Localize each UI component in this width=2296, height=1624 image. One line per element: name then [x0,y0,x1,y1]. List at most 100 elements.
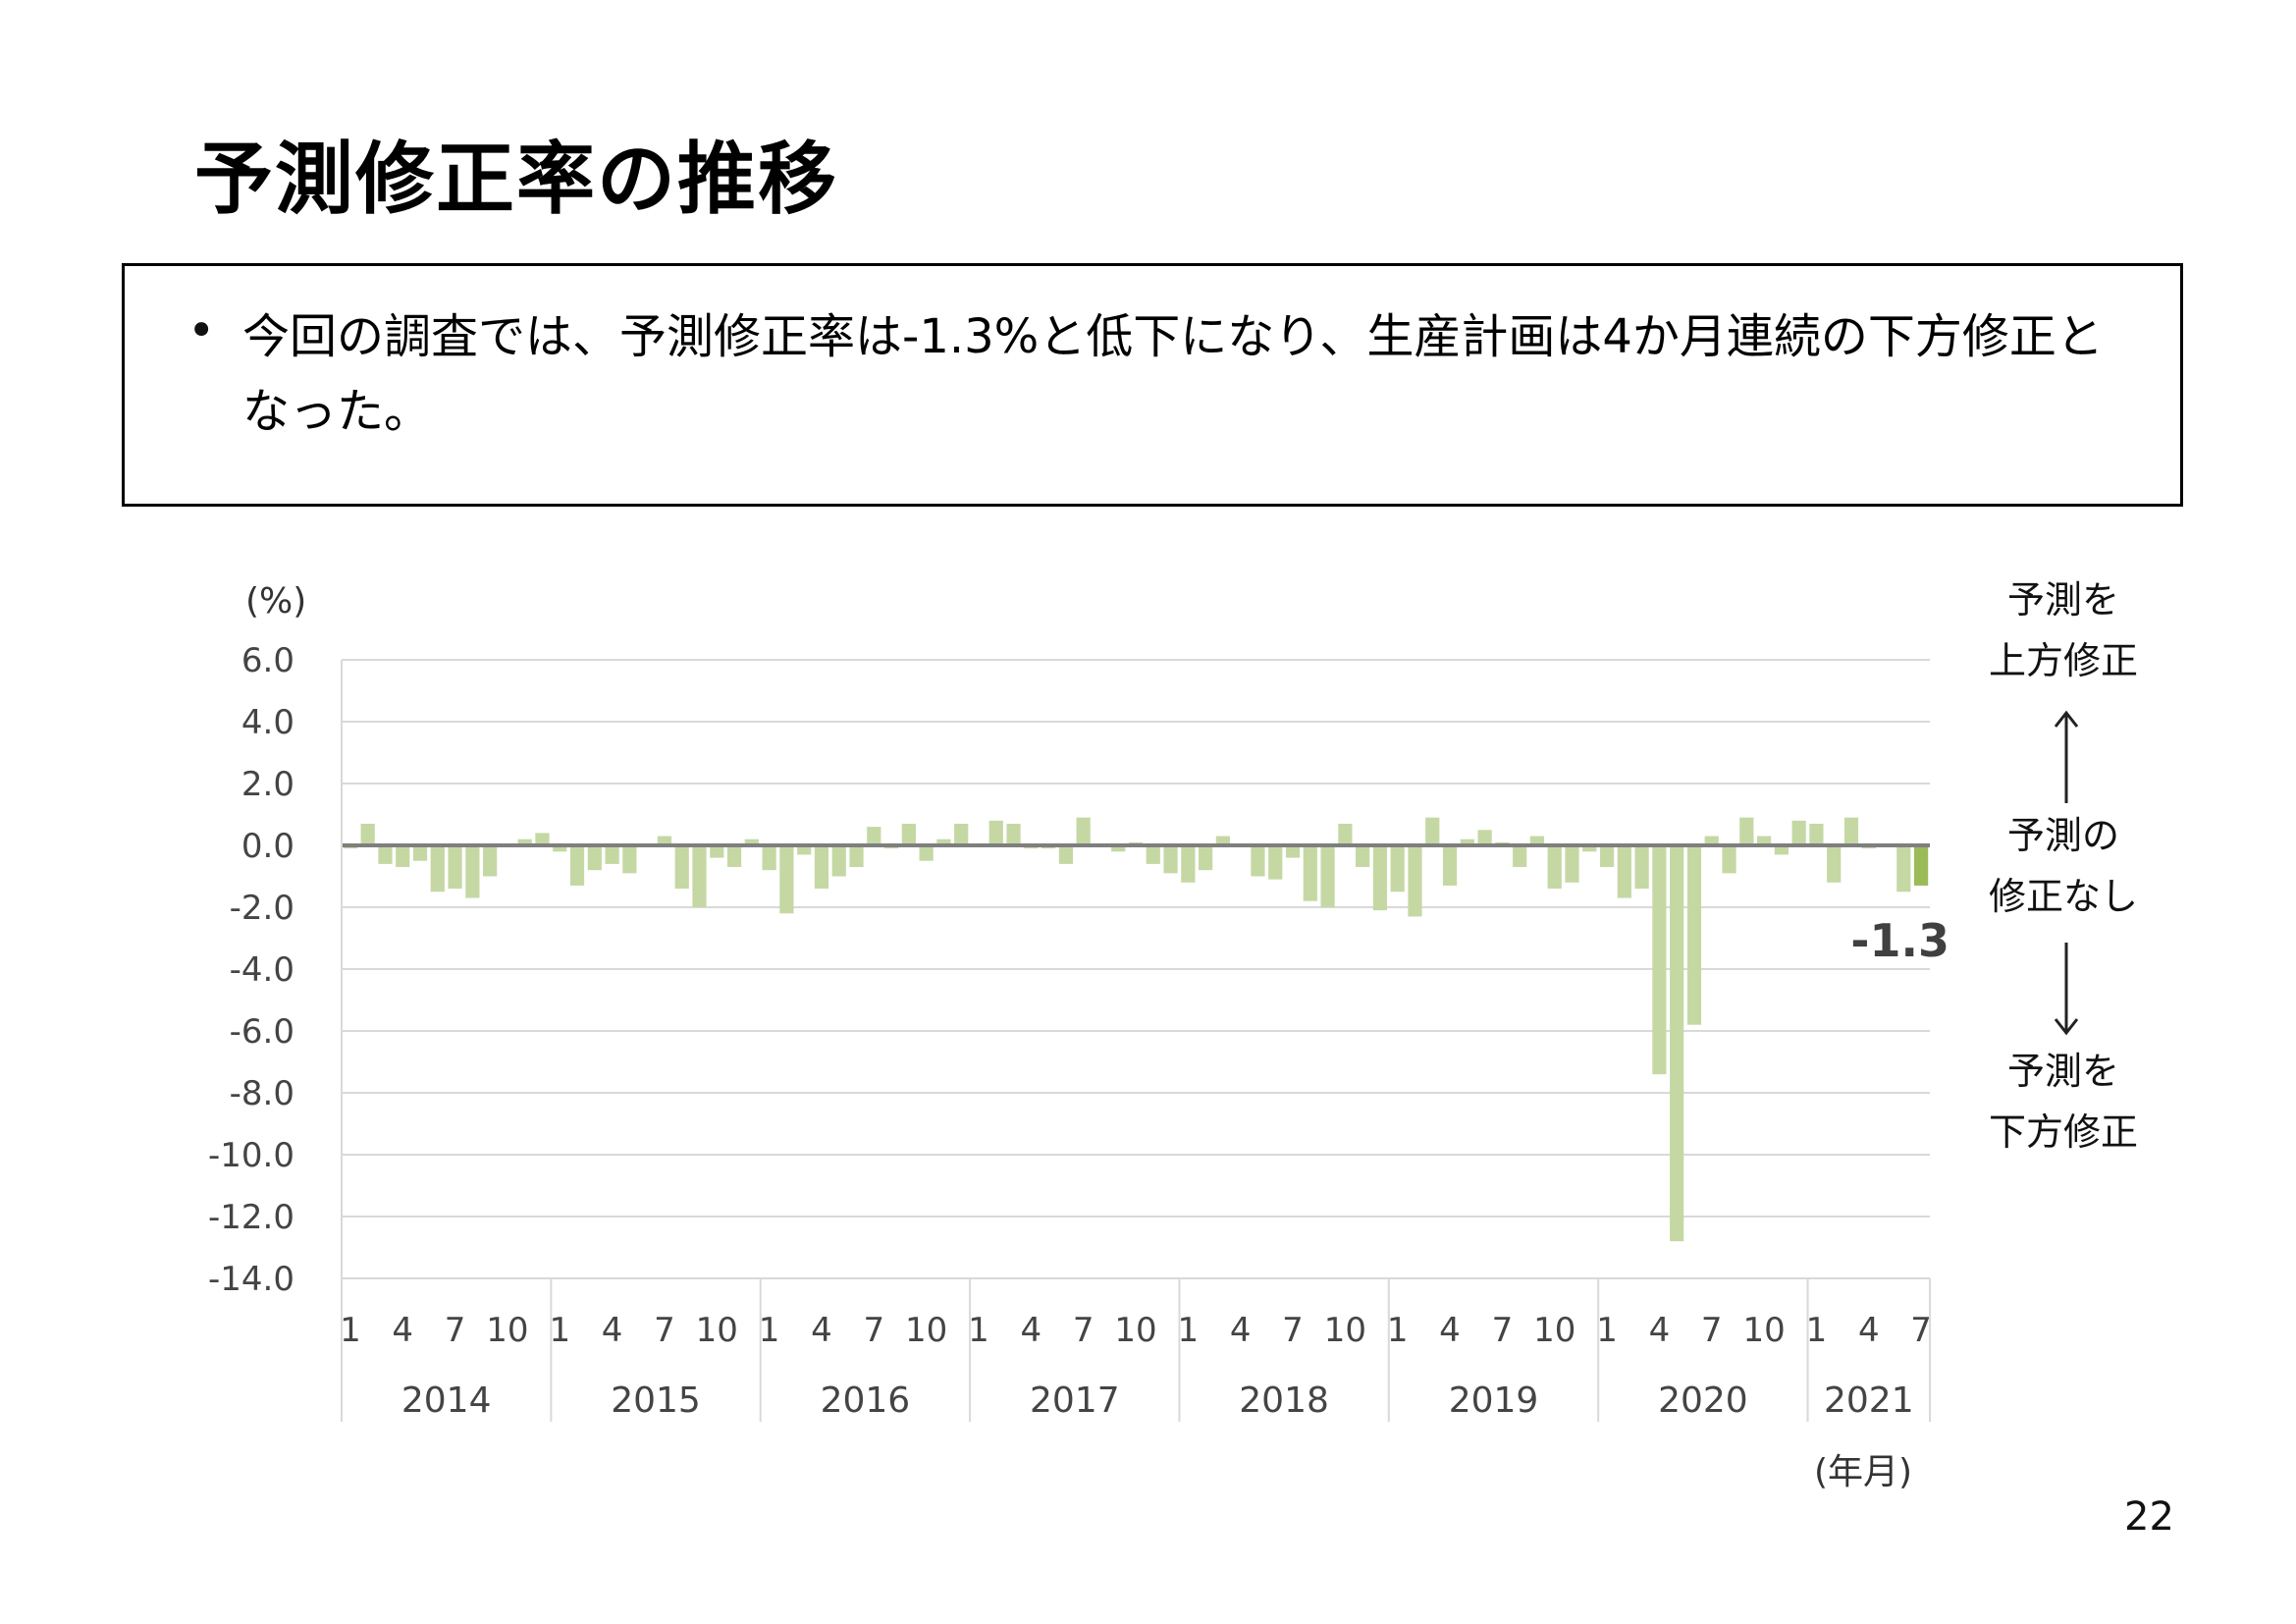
upward-revision-line1: 予測を [2006,578,2119,622]
y-tick-label: -6.0 [230,1012,294,1052]
bar [448,845,462,890]
bar [814,845,829,890]
month-tick-label: 10 [1742,1311,1785,1350]
bar [1739,817,1754,845]
bar [726,845,742,868]
bullet-icon: • [187,303,216,358]
year-label: 2018 [1239,1380,1329,1421]
bar [483,845,498,877]
bar [1320,845,1335,907]
bar [1215,836,1231,845]
month-tick-label: 1 [1806,1311,1828,1350]
bars [343,817,1929,1242]
month-tick-label: 1 [1387,1311,1409,1350]
bar [412,845,428,861]
bar [692,845,707,907]
bar [1791,820,1806,845]
y-tick-label: -12.0 [208,1198,294,1237]
bar [1827,845,1842,883]
y-tick-label: -8.0 [230,1074,294,1113]
bar [1756,836,1772,845]
bar [1425,817,1440,845]
month-tick-label: 1 [1596,1311,1618,1350]
month-tick-label: 4 [602,1311,623,1350]
bar [936,839,951,845]
bar [1285,845,1301,858]
no-revision-line1: 予測の [2006,814,2119,857]
month-tick-label: 10 [1533,1311,1575,1350]
bar [1076,817,1091,845]
arrow-up-icon [2054,710,2079,803]
month-tick-label: 1 [549,1311,570,1350]
y-tick-label: 0.0 [241,827,294,866]
bar [1390,845,1405,893]
month-tick-label: 4 [811,1311,832,1350]
y-tick-label: -4.0 [230,950,294,990]
bar [535,833,550,845]
bar [831,845,846,877]
downward-revision-line1: 予測を [2006,1050,2119,1093]
month-tick-label: 4 [1858,1311,1880,1350]
year-label: 2019 [1449,1380,1539,1421]
bar [1809,823,1824,845]
bar [1163,845,1178,874]
bar [1652,845,1667,1075]
bar [1442,845,1458,886]
bar [674,845,689,890]
no-revision-line2: 修正なし [1988,875,2138,918]
month-tick-label: 7 [1282,1311,1304,1350]
bar [1513,845,1527,868]
downward-revision-line2: 下方修正 [1988,1110,2138,1154]
bar [797,845,812,855]
year-label: 2015 [611,1380,701,1421]
y-tick-label: -14.0 [208,1260,294,1299]
month-tick-label: 7 [654,1311,675,1350]
bar [622,845,637,874]
latest-value-label: -1.3 [1850,914,1949,967]
bar [605,845,619,864]
y-tick-label: 2.0 [241,765,294,804]
bar [360,823,375,845]
bar [1774,845,1789,855]
month-tick-label: 7 [863,1311,884,1350]
y-tick-label: -2.0 [230,889,294,928]
bar [919,845,934,861]
summary-box: • 今回の調査では、予測修正率は-1.3%と低下になり、生産計画は4か月連続の下… [122,263,2183,507]
tick-labels: 6.0 4.0 2.0 0.0 -2.0 -4.0 -6.0 -8.0 -10.0 -12.0 -1… [208,641,1949,1421]
bar [517,839,532,845]
bar [465,845,480,898]
bar [744,839,759,845]
bar [553,845,567,852]
bar [849,845,864,868]
month-tick-label: 4 [392,1311,413,1350]
latest-bar [1914,845,1929,886]
bar [988,820,1003,845]
arrow-down-icon [2054,943,2079,1036]
month-tick-label: 10 [1114,1311,1156,1350]
month-tick-label: 4 [1020,1311,1041,1350]
bar [867,827,881,845]
y-tick-label: -10.0 [208,1136,294,1175]
year-label: 2021 [1824,1380,1914,1421]
bar [1670,845,1684,1242]
month-tick-label: 4 [1230,1311,1252,1350]
bar [1338,823,1353,845]
y-axis-unit: (%) [245,581,307,622]
bar [1111,845,1126,852]
bar [1372,845,1388,911]
bar [1686,845,1702,1025]
bar [710,845,724,858]
bar [1582,845,1597,852]
bar [430,845,445,893]
upward-revision-label: 予測を 上方修正 [1946,569,2181,691]
month-tick-label: 7 [445,1311,466,1350]
no-revision-label: 予測の 修正なし [1946,805,2181,927]
bar [1460,839,1474,845]
bar [378,845,393,864]
year-label: 2014 [401,1380,492,1421]
bar [1408,845,1422,917]
bar [1477,830,1492,845]
month-tick-label: 7 [1701,1311,1723,1350]
bar [1006,823,1021,845]
summary-text: 今回の調査では、予測修正率は-1.3%と低下になり、生産計画は4か月連続の下方修… [242,309,2104,439]
